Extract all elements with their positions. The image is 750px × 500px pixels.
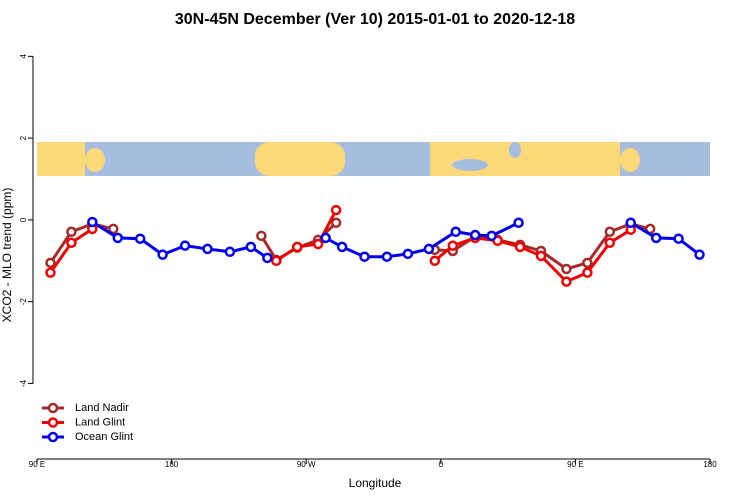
point <box>87 216 98 228</box>
point <box>650 232 662 244</box>
point <box>336 241 348 253</box>
point <box>262 252 273 264</box>
point <box>45 267 56 278</box>
point <box>561 263 572 275</box>
point <box>604 237 616 249</box>
point <box>582 257 593 269</box>
point <box>271 255 282 267</box>
point <box>381 251 393 262</box>
point <box>625 217 636 229</box>
point <box>312 238 324 250</box>
point <box>561 276 572 287</box>
point <box>330 204 342 216</box>
point <box>359 251 370 262</box>
point <box>320 232 331 244</box>
point <box>535 250 547 262</box>
x-tick-label: 90 E <box>29 460 45 469</box>
legend: Land Nadir Land Glint Ocean Glint <box>42 402 133 443</box>
point <box>402 248 414 260</box>
point <box>330 217 342 229</box>
legend-label: Ocean Glint <box>75 431 133 443</box>
point <box>66 226 77 238</box>
point <box>604 226 616 238</box>
point <box>673 233 684 244</box>
point <box>224 246 236 258</box>
x-tick-label: 90 W <box>297 460 316 469</box>
point <box>514 241 526 253</box>
point <box>694 249 705 260</box>
point <box>450 226 462 238</box>
x-tick-label: 90 E <box>567 460 583 469</box>
point <box>582 267 593 278</box>
point <box>245 241 257 253</box>
y-tick-label: 2 <box>19 135 28 140</box>
point <box>469 229 481 241</box>
point <box>486 230 497 242</box>
point <box>179 240 191 251</box>
series-line <box>49 221 651 271</box>
point <box>202 243 213 255</box>
point <box>423 243 435 255</box>
world-map-strip <box>37 142 710 176</box>
y-axis-label: XCO2 - MLO trend (ppm) <box>0 188 14 323</box>
x-tick-label: 0 <box>439 460 444 469</box>
y-tick-label: -2 <box>19 298 28 306</box>
legend-marker <box>47 417 59 428</box>
legend-label: Land Glint <box>75 416 125 428</box>
point <box>108 223 119 235</box>
chart-title: 30N-45N December (Ver 10) 2015-01-01 to … <box>175 11 575 28</box>
point <box>429 255 441 267</box>
legend-marker <box>47 431 59 443</box>
point <box>112 232 124 244</box>
legend-marker <box>47 402 59 414</box>
point <box>134 233 146 244</box>
y-tick-label: -4 <box>19 379 28 387</box>
point <box>157 249 168 260</box>
x-tick-label: 180 <box>703 460 717 469</box>
y-tick-label: 4 <box>19 54 28 59</box>
point <box>66 237 77 249</box>
point <box>513 217 524 229</box>
point <box>291 241 303 253</box>
point <box>447 240 459 251</box>
x-tick-label: 180 <box>165 460 179 469</box>
y-tick-label: 0 <box>19 217 28 222</box>
point <box>256 230 267 242</box>
legend-label: Land Nadir <box>75 402 129 414</box>
x-axis-label: Longitude <box>349 476 402 490</box>
point <box>45 257 56 269</box>
